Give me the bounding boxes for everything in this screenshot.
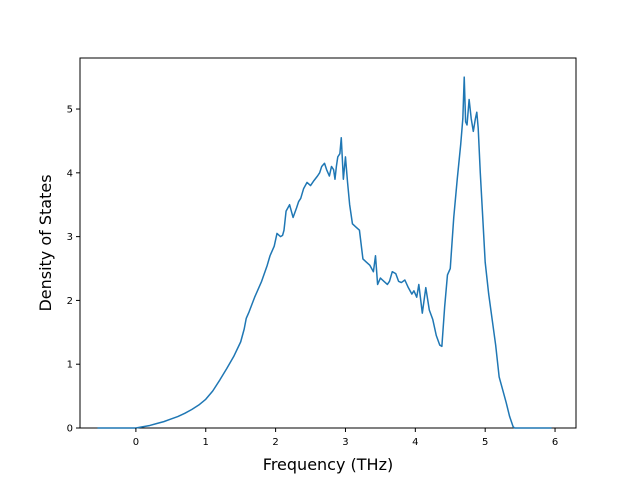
- y-tick-label: 2: [67, 296, 73, 307]
- y-tick-label: 1: [67, 360, 73, 371]
- y-tick-label: 5: [67, 105, 73, 116]
- y-tick-label: 3: [67, 232, 73, 243]
- x-axis-label: Frequency (THz): [263, 455, 393, 474]
- x-tick-label: 3: [342, 437, 348, 448]
- plot-area-frame: [79, 57, 577, 429]
- y-axis-ticks: 0 1 2 3 4 5: [67, 105, 80, 435]
- x-tick-label: 1: [203, 437, 209, 448]
- x-tick-label: 4: [412, 437, 418, 448]
- x-tick-label: 5: [482, 437, 488, 448]
- y-tick-label: 0: [67, 424, 73, 435]
- dos-series-line: [97, 76, 552, 429]
- y-axis-label: Density of States: [36, 174, 55, 311]
- x-axis-ticks: 0 1 2 3 4 5 6: [133, 428, 558, 448]
- x-tick-label: 0: [133, 437, 139, 448]
- x-tick-label: 6: [552, 437, 558, 448]
- x-tick-label: 2: [272, 437, 278, 448]
- y-tick-label: 4: [67, 168, 73, 179]
